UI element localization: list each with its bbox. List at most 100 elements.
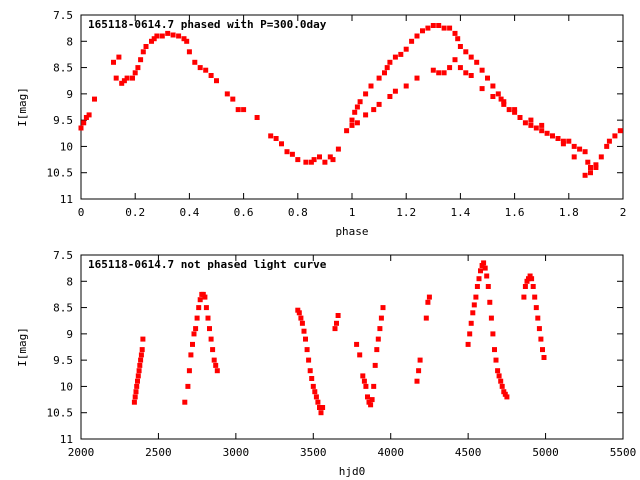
data-point: [366, 399, 372, 405]
data-point: [193, 326, 199, 332]
data-point: [495, 368, 501, 374]
x-tick-label: 1.6: [505, 206, 525, 219]
data-point: [479, 67, 485, 73]
data-point: [501, 101, 507, 107]
y-tick-label: 10.5: [47, 167, 74, 180]
data-point: [504, 394, 510, 400]
data-point: [303, 336, 308, 342]
data-point: [92, 96, 97, 102]
data-point: [354, 341, 360, 347]
data-point: [363, 112, 369, 118]
data-point: [606, 138, 612, 144]
x-tick-label: 1: [349, 206, 356, 219]
data-point: [119, 80, 125, 86]
data-point: [544, 130, 550, 136]
y-tick-label: 9.5: [53, 354, 73, 367]
data-point: [113, 75, 119, 81]
data-point: [214, 78, 219, 84]
data-point: [194, 315, 200, 321]
data-point: [375, 336, 381, 342]
x-tick-label: 3500: [300, 446, 327, 459]
chart-panel-1: 0 0.2 0.4 0.6 0.8 1 1.2 1.4 1.6 1.8 2 7.5 8 8.5 9 9.5 10…: [16, 9, 626, 238]
data-point: [528, 117, 534, 123]
data-point: [536, 326, 542, 332]
data-point: [133, 389, 139, 395]
data-point: [481, 260, 487, 266]
y-tick-label: 11: [60, 433, 73, 446]
data-point: [468, 54, 474, 60]
data-point: [151, 36, 157, 42]
data-point: [131, 399, 137, 405]
data-point: [309, 376, 315, 381]
data-point: [571, 154, 577, 160]
data-point: [425, 25, 431, 31]
data-point: [191, 331, 197, 337]
data-point: [352, 109, 358, 115]
data-point: [387, 59, 393, 65]
data-point: [143, 44, 149, 49]
data-point: [203, 67, 209, 73]
data-point: [241, 107, 247, 113]
data-point: [414, 33, 420, 39]
data-point: [330, 157, 336, 163]
data-point: [310, 383, 316, 389]
data-point: [524, 278, 530, 284]
data-point: [377, 326, 383, 332]
data-point: [384, 65, 390, 71]
data-point: [313, 394, 319, 400]
data-point: [159, 33, 165, 39]
data-point: [403, 83, 409, 89]
data-point: [478, 268, 483, 274]
data-point: [121, 78, 127, 84]
data-point: [365, 394, 370, 400]
data-point: [566, 138, 572, 144]
data-point: [593, 165, 599, 170]
data-point: [213, 362, 219, 368]
data-point: [441, 25, 447, 31]
data-point: [138, 352, 144, 358]
data-point: [430, 23, 436, 28]
data-point: [254, 115, 260, 120]
y-tick-label: 8.5: [53, 302, 73, 315]
data-point: [188, 352, 194, 358]
data-point: [539, 122, 545, 128]
data-point: [186, 49, 192, 55]
data-point: [196, 305, 202, 311]
data-point: [116, 54, 122, 60]
data-point: [354, 120, 360, 126]
data-point: [387, 94, 393, 99]
data-point: [374, 347, 380, 353]
data-point: [538, 336, 544, 342]
data-point: [512, 109, 518, 115]
data-point: [308, 159, 314, 165]
data-point: [465, 341, 471, 347]
y-tick-label: 9: [66, 88, 73, 101]
data-point: [533, 305, 539, 311]
data-point: [211, 357, 217, 363]
data-point: [378, 315, 384, 321]
data-point: [382, 70, 387, 76]
data-point: [414, 378, 420, 384]
data-point: [140, 336, 146, 342]
data-point: [482, 265, 488, 271]
x-tick-label: 2: [620, 206, 627, 219]
data-point: [363, 91, 369, 97]
data-point: [376, 75, 382, 81]
x-axis-label: hjd0: [339, 465, 366, 478]
data-point: [447, 65, 453, 71]
y-tick-label: 8: [66, 35, 73, 48]
data-point: [441, 70, 447, 76]
x-tick-label: 1.4: [450, 206, 470, 219]
data-point: [485, 284, 491, 289]
data-point: [582, 172, 588, 178]
data-point: [139, 347, 145, 353]
data-point: [306, 357, 312, 363]
data-point: [138, 57, 144, 63]
data-point: [492, 347, 497, 353]
data-point: [530, 284, 536, 289]
data-point: [403, 46, 409, 52]
data-point: [468, 320, 474, 326]
data-point: [140, 49, 146, 55]
x-tick-label: 5000: [532, 446, 559, 459]
data-point: [457, 44, 463, 49]
